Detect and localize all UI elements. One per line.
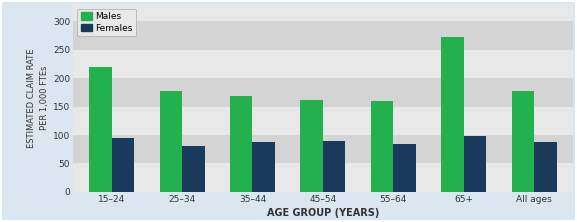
Bar [73,50,573,78]
Bar [73,78,573,107]
Bar [73,4,573,21]
Bar [371,101,394,192]
Bar [230,96,253,192]
Y-axis label: ESTIMATED CLAIM RATE
PER 1,000 FTEs: ESTIMATED CLAIM RATE PER 1,000 FTEs [27,48,48,148]
Bar [534,142,557,192]
Bar [112,138,134,192]
Bar [394,144,416,192]
Bar [73,107,573,135]
Bar [323,141,346,192]
Bar [464,136,486,192]
Bar [160,91,182,192]
Bar [182,146,205,192]
X-axis label: AGE GROUP (YEARS): AGE GROUP (YEARS) [267,208,379,218]
Bar [73,163,573,192]
Bar [89,67,112,192]
Bar [512,91,534,192]
Bar [301,100,323,192]
Legend: Males, Females: Males, Females [77,9,137,36]
Bar [73,21,573,50]
Bar [253,142,275,192]
Bar [441,37,464,192]
Bar [73,135,573,163]
